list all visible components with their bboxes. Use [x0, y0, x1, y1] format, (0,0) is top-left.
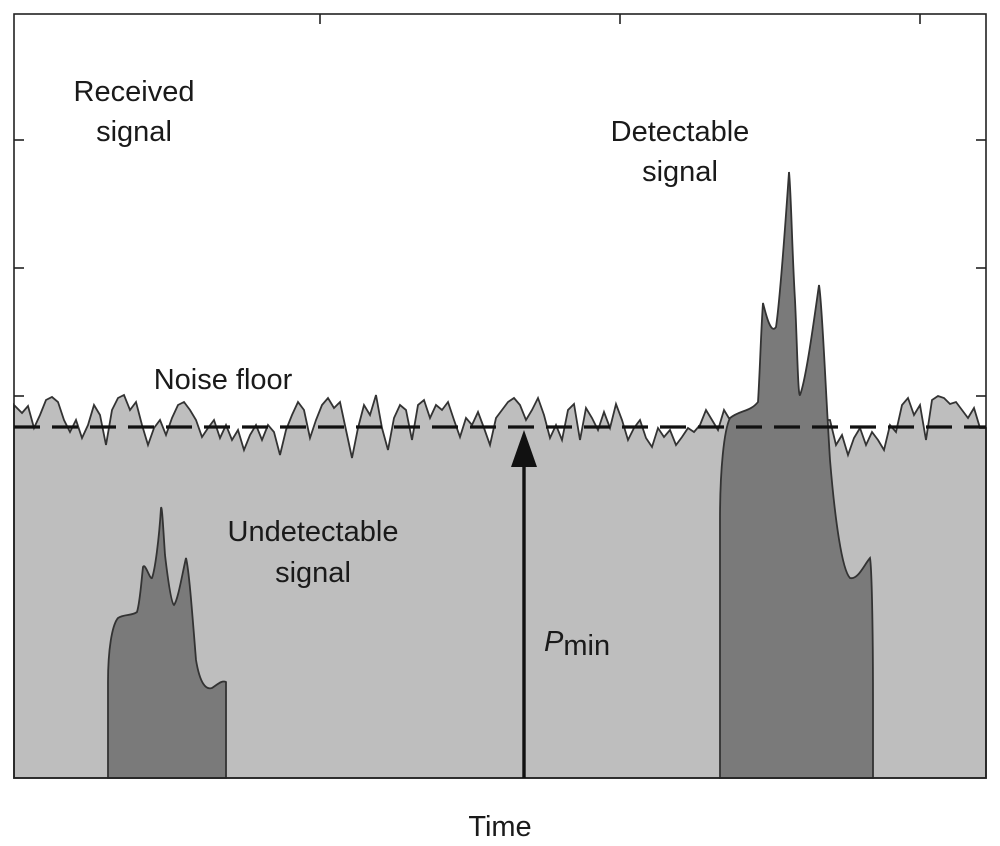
received-signal-label-line1: Received: [74, 76, 195, 108]
time-axis-label: Time: [468, 811, 531, 843]
pmin-arrow-head: [511, 430, 537, 467]
undetectable-signal-label-line1: Undetectable: [228, 516, 399, 548]
tick-marks: [14, 14, 986, 397]
undetectable-signal-label-line2: signal: [275, 557, 351, 589]
pmin-symbol: P: [544, 626, 564, 658]
received-signal-label-line2: signal: [96, 116, 172, 148]
detectable-signal-pulse: [719, 171, 874, 779]
pmin-subscript: min: [563, 630, 610, 662]
undetectable-signal-pulse: [107, 507, 227, 779]
noise-floor-label: Noise floor: [154, 364, 293, 396]
detectable-signal-label-line1: Detectable: [611, 116, 750, 148]
detectable-signal-label-line2: signal: [642, 156, 718, 188]
pmin-label: Pmin: [544, 626, 610, 662]
